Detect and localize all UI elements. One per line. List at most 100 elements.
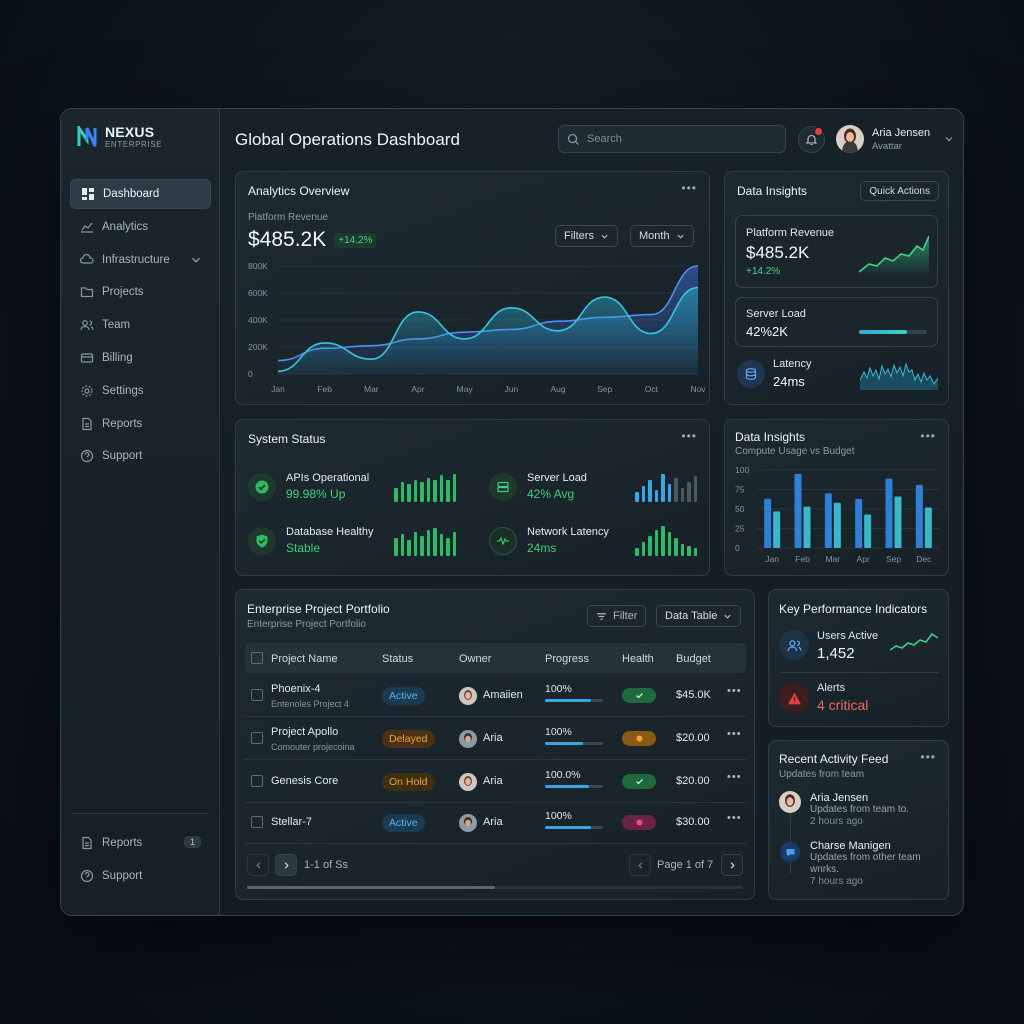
budget-value: $20.00 <box>676 775 710 787</box>
row-actions-icon[interactable]: ••• <box>727 812 742 824</box>
sidebar-item-reports[interactable]: Reports <box>70 409 211 439</box>
select-all-checkbox[interactable] <box>251 652 263 664</box>
view-dropdown[interactable]: Data Table <box>656 605 742 627</box>
more-options-icon[interactable]: ••• <box>920 429 936 443</box>
column-header[interactable]: Status <box>382 653 414 665</box>
next-page-button-right[interactable] <box>721 854 743 876</box>
column-header[interactable]: Progress <box>545 653 590 665</box>
row-actions-icon[interactable]: ••• <box>727 771 742 783</box>
sidebar-item-label: Reports <box>102 837 143 849</box>
filters-dropdown[interactable]: Filters <box>555 225 618 247</box>
chevron-down-icon <box>945 137 953 142</box>
prev-page-button-right[interactable] <box>629 854 651 876</box>
document-icon <box>82 836 92 850</box>
horizontal-scrollbar[interactable] <box>247 886 743 889</box>
document-icon <box>82 417 92 430</box>
project-name[interactable]: Stellar-7 <box>271 816 312 828</box>
feed-name: Charse Manigen <box>810 840 891 852</box>
sidebar-item-reports-bottom[interactable]: Reports 1 <box>70 828 211 858</box>
filter-icon <box>597 612 606 620</box>
notifications-button[interactable] <box>798 126 825 153</box>
progress-fill <box>545 699 592 702</box>
bar <box>855 498 863 548</box>
prev-page-button[interactable] <box>247 854 269 876</box>
y-tick-label: 600K <box>248 288 268 298</box>
brand-name: NEXUS <box>105 124 155 140</box>
status-database[interactable]: Database Healthy Stable <box>248 526 373 555</box>
x-tick-label: Mar <box>826 554 841 564</box>
row-checkbox[interactable] <box>251 816 263 828</box>
row-checkbox[interactable] <box>251 689 263 701</box>
owner-name: Aria <box>483 775 503 787</box>
database-icon <box>737 360 765 388</box>
chevron-down-icon <box>601 234 608 239</box>
more-options-icon[interactable]: ••• <box>681 429 697 443</box>
user-menu[interactable]: Aria Jensen Avattar <box>836 125 954 153</box>
kpi-divider <box>779 672 938 673</box>
sidebar-item-support[interactable]: Support <box>70 441 211 471</box>
sidebar-item-dashboard[interactable]: Dashboard <box>70 179 211 209</box>
sidebar-item-team[interactable]: Team <box>70 310 211 340</box>
sidebar-item-projects[interactable]: Projects <box>70 277 211 307</box>
sidebar-item-billing[interactable]: Billing <box>70 343 211 373</box>
sidebar-item-infrastructure[interactable]: Infrastructure <box>70 245 211 275</box>
row-actions-icon[interactable]: ••• <box>727 685 742 697</box>
sidebar-item-settings[interactable]: Settings <box>70 376 211 406</box>
row-checkbox[interactable] <box>251 732 263 744</box>
quick-actions-button[interactable]: Quick Actions <box>860 181 939 201</box>
table-row[interactable]: Stellar-7 Active Aria 100% $30.00 ••• <box>245 802 746 844</box>
more-options-icon[interactable]: ••• <box>920 750 936 764</box>
x-tick-label: Nov <box>690 384 706 394</box>
sidebar-item-analytics[interactable]: Analytics <box>70 212 211 242</box>
status-value: 42% Avg <box>527 487 575 501</box>
more-options-icon[interactable]: ••• <box>681 181 697 195</box>
sidebar-bottom-nav: Reports 1 Support <box>70 828 211 894</box>
project-name[interactable]: Phoenix-4 <box>271 683 321 695</box>
scrollbar-thumb[interactable] <box>247 886 495 889</box>
table-row[interactable]: Genesis Core On Hold Aria 100.0% $20.00 … <box>245 761 746 803</box>
kpi-label: Users Active <box>817 630 879 642</box>
row-actions-icon[interactable]: ••• <box>727 728 742 740</box>
filters-label: Filters <box>564 230 594 242</box>
search-bar[interactable] <box>558 125 786 153</box>
server-load-bars <box>635 472 697 502</box>
insight-revenue[interactable]: Platform Revenue $485.2K +14.2% <box>735 215 938 288</box>
y-tick-label: 400K <box>248 315 268 325</box>
filter-button[interactable]: Filter <box>587 605 647 627</box>
row-checkbox[interactable] <box>251 775 263 787</box>
column-header[interactable]: Budget <box>676 653 711 665</box>
avatar <box>459 814 477 832</box>
feed-time: 7 hours ago <box>810 876 863 887</box>
chevron-down-icon[interactable] <box>189 253 203 267</box>
data-insights-card: Data Insights Quick Actions Platform Rev… <box>724 171 949 405</box>
table-row[interactable]: Phoenix-4 Entenoles Project 4 Active Ama… <box>245 675 746 717</box>
column-header[interactable]: Health <box>622 653 654 665</box>
column-header[interactable]: Owner <box>459 653 492 665</box>
feed-text: Updates from other team wnrks. <box>810 852 921 875</box>
column-header[interactable]: Project Name <box>271 653 338 665</box>
feed-item[interactable]: Charse Manigen Updates from other team w… <box>810 840 942 888</box>
bell-icon <box>805 134 818 146</box>
brand-logo[interactable]: NEXUS ENTERPRISE <box>77 125 162 149</box>
apis-bars <box>394 472 456 502</box>
feed-item[interactable]: Aria Jensen Updates from team to. 2 hour… <box>810 792 909 828</box>
period-dropdown[interactable]: Month <box>630 225 694 247</box>
progress-fill <box>545 785 589 788</box>
insight-latency[interactable]: Latency 24ms <box>735 356 938 396</box>
y-tick-label: 0 <box>248 369 253 379</box>
table-header: Project Name Status Owner Progress Healt… <box>245 643 746 673</box>
insight-server-load[interactable]: Server Load 42%2K <box>735 297 938 347</box>
search-icon <box>567 133 579 145</box>
search-input[interactable] <box>587 133 767 145</box>
project-name[interactable]: Project Apollo <box>271 726 339 738</box>
status-server-load[interactable]: Server Load 42% Avg <box>489 472 587 501</box>
status-apis[interactable]: APIs Operational 99.98% Up <box>248 472 369 501</box>
next-page-button[interactable] <box>275 854 297 876</box>
server-load-bar <box>859 330 927 334</box>
project-subtitle: Comouter projecoina <box>271 742 355 752</box>
sidebar-item-support-bottom[interactable]: Support <box>70 861 211 891</box>
status-network-latency[interactable]: Network Latency 24ms <box>489 526 609 555</box>
progress-label: 100.0% <box>545 769 581 781</box>
table-row[interactable]: Project Apollo Comouter projecoina Delay… <box>245 718 746 760</box>
project-name[interactable]: Genesis Core <box>271 775 339 787</box>
